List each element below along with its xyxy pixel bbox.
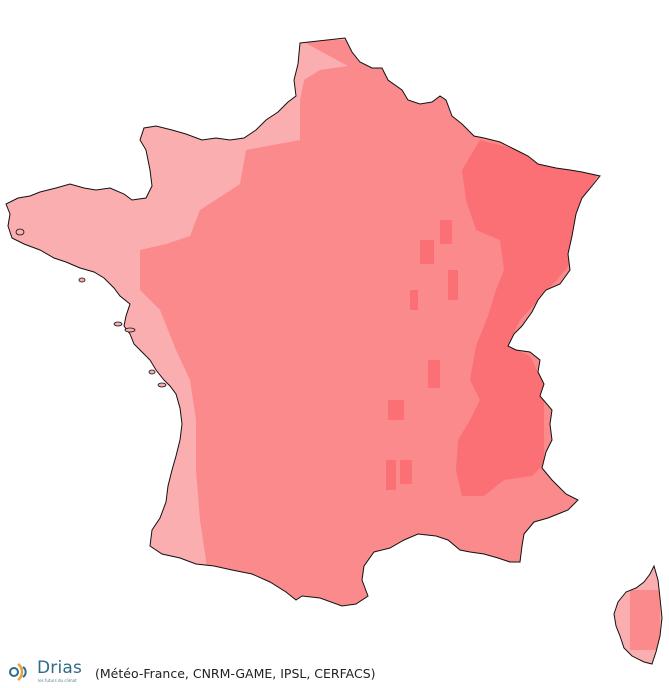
drias-logo: Drias les futurs du climat — [8, 658, 88, 686]
corsica-zone-fill — [614, 566, 662, 664]
source-credits: (Météo-France, CNRM-GAME, IPSL, CERFACS) — [95, 666, 376, 681]
zone-strong-patch-0 — [410, 290, 418, 310]
coastal-islands — [15, 228, 167, 388]
island-0 — [15, 228, 25, 236]
zone-strong-patch-6 — [428, 360, 440, 388]
zone-strong-patch-1 — [420, 240, 434, 264]
island-4 — [148, 369, 156, 375]
logo-tagline: les futurs du climat — [38, 678, 77, 683]
zone-strong-patch-2 — [440, 220, 452, 244]
zone-strong-patch-4 — [388, 400, 404, 420]
zone-strong-patch-5 — [400, 460, 412, 484]
zone-strong-patch-7 — [386, 460, 396, 490]
corsica-zone-medium — [630, 590, 660, 650]
island-1 — [78, 277, 86, 283]
island-2 — [113, 321, 123, 327]
drias-logo-icon — [9, 663, 27, 681]
island-3 — [124, 327, 136, 333]
zone-strong-patch-3 — [448, 270, 458, 300]
logo-text: Drias — [37, 658, 83, 678]
zone-medium — [140, 40, 600, 606]
zone-strong — [456, 140, 600, 496]
island-5 — [157, 382, 167, 388]
france-zone-fill — [6, 38, 600, 606]
